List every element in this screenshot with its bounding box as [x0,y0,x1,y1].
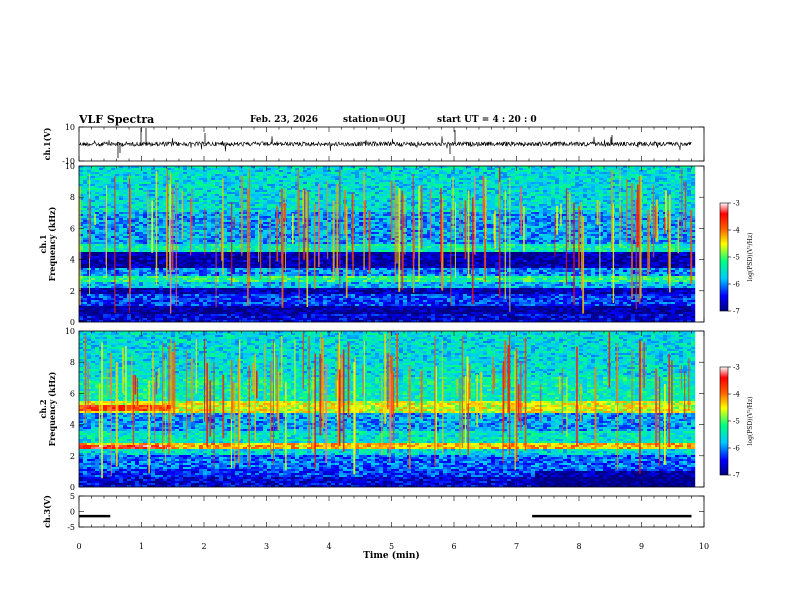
ch2-colorbar-gradient [720,367,728,475]
ch2-spectrogram-ytick-5: 10 [65,327,75,336]
ch1-colorbar-tick-0: -3 [733,200,740,208]
ch2-spectrogram-ytick-4: 8 [70,358,75,367]
time-axis: 0 1 2 3 4 5 6 7 8 9 10 Time (min) [76,542,709,561]
x-tick-1: 1 [139,542,144,551]
ch2-colorbar-tick-0: -3 [733,364,740,372]
x-tick-4: 4 [326,542,331,551]
ch1-spectrogram-ytick-5: 10 [65,162,75,171]
ch3-wave-ytick-1: 0 [70,508,75,517]
x-tick-9: 9 [639,542,644,551]
ch1-colorbar-label: log(PSD)(V²/Hz) [747,233,754,282]
ch1-spectrogram-ytick-1: 2 [70,287,75,296]
ch2-spectrogram-ytick-2: 4 [70,421,75,430]
ch1-colorbar-gradient [720,203,728,311]
x-tick-7: 7 [514,542,519,551]
ch2-spectrogram-ytick-1: 2 [70,452,75,461]
ch3-waveform-panel: 5 0 -5 ch.3(V) [42,492,704,532]
ch1-colorbar-tick-3: -6 [733,281,740,289]
ch1-spectrogram-heatmap [79,166,695,322]
x-tick-2: 2 [201,542,206,551]
ch1-spectrogram-ylabel: Frequency (kHz) [47,206,57,281]
ch1-wave-ytick-0: 10 [65,123,75,132]
x-tick-10: 10 [699,542,709,551]
ch3-waveform-ylabel: ch.3(V) [42,495,52,528]
x-tick-5: 5 [389,542,394,551]
ch1-spectrogram-ytick-4: 8 [70,193,75,202]
x-tick-6: 6 [451,542,456,551]
ch1-waveform-ylabel: ch.1(V) [42,127,52,160]
ch3-wave-ytick-2: -5 [67,523,75,532]
ch2-colorbar-tick-4: -7 [733,472,740,480]
x-tick-3: 3 [264,542,269,551]
ch2-colorbar: -3 -4 -5 -6 -7 log(PSD)(V²/Hz) [720,364,754,480]
ch2-spectrogram-ytick-0: 0 [70,483,75,492]
ch2-colorbar-tick-1: -4 [733,391,740,399]
x-tick-0: 0 [76,542,81,551]
ch1-spectrogram-ytick-0: 0 [70,318,75,327]
ch2-colorbar-label: log(PSD)(V²/Hz) [747,397,754,446]
ch1-colorbar-tick-1: -4 [733,227,740,235]
ch1-colorbar-tick-4: -7 [733,308,740,316]
ch2-colorbar-tick-3: -6 [733,445,740,453]
ch2-colorbar-tick-2: -5 [733,418,740,426]
ch3-wave-ytick-0: 5 [70,492,75,501]
ch2-spectrogram-ylabel: Frequency (kHz) [47,371,57,446]
ch1-colorbar-tick-2: -5 [733,254,740,262]
x-axis-label: Time (min) [363,550,420,561]
ch2-spectrogram-ytick-3: 6 [70,389,75,398]
ch1-spectrogram-ytick-3: 6 [70,224,75,233]
ch1-colorbar: -3 -4 -5 -6 -7 log(PSD)(V²/Hz) [720,200,754,316]
ch1-spectrogram-ytick-2: 4 [70,256,75,265]
x-tick-8: 8 [576,542,581,551]
